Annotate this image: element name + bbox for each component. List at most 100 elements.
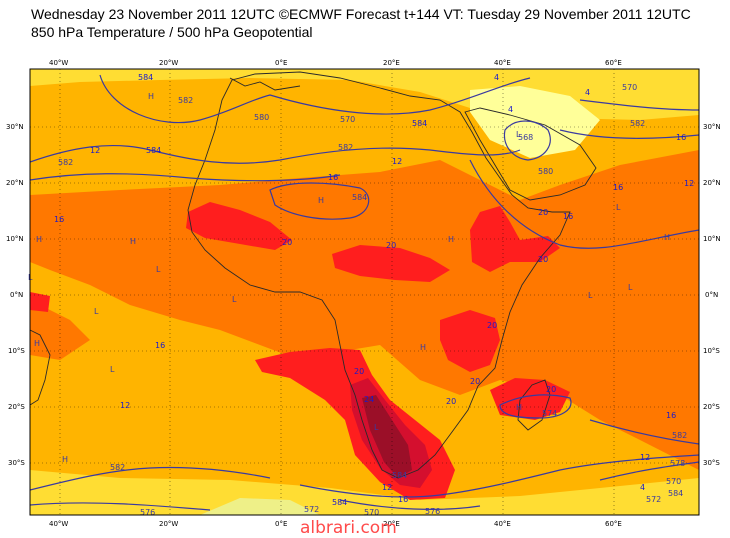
high-center: H — [318, 196, 324, 205]
contour-576-south — [30, 502, 211, 511]
contour-high-madagascar — [499, 394, 572, 419]
lon-label-top-20e: 20°E — [383, 59, 400, 67]
contour-high-sahara — [269, 182, 370, 220]
temp-label: 16 — [155, 341, 165, 350]
lat-label-right-0n: 0°N — [705, 291, 718, 299]
high-center: H — [130, 237, 136, 246]
temp-label: 12 — [120, 401, 130, 410]
temp-label: 20 — [546, 385, 556, 394]
temp-label: 12 — [382, 483, 392, 492]
geo-label: 572 — [646, 495, 661, 504]
temp-label: 20 — [470, 377, 480, 386]
lat-label-left-30s: 30°S — [8, 459, 25, 467]
madagascar-coastline — [517, 379, 551, 431]
geo-label: 582 — [338, 143, 353, 152]
lat-label-left-10s: 10°S — [8, 347, 25, 355]
low-center: L — [628, 283, 633, 292]
low-center: L — [516, 130, 521, 139]
temp-label: 4 — [585, 88, 590, 97]
geo-label: 580 — [254, 113, 269, 122]
map-frame — [29, 68, 700, 516]
temp-label: 4 — [508, 105, 513, 114]
temp-label: 16 — [328, 173, 338, 182]
geo-label: 570 — [622, 83, 637, 92]
temp-band-28-core — [362, 395, 412, 478]
lon-label-top-40e: 40°E — [494, 59, 511, 67]
map-subtitle: 850 hPa Temperature / 500 hPa Geopotenti… — [31, 24, 313, 40]
geo-label: 582 — [58, 158, 73, 167]
temp-label: 20 — [282, 238, 292, 247]
geo-label: 572 — [304, 505, 319, 514]
low-center: L — [110, 365, 115, 374]
temp-label: 20 — [354, 367, 364, 376]
geo-label: 582 — [672, 431, 687, 440]
temp-band-20-coast — [30, 292, 50, 312]
low-center: L — [588, 291, 593, 300]
temp-band-20-sahel-central — [332, 245, 450, 282]
geopotential-contours — [30, 74, 699, 511]
lat-label-right-10s: 10°S — [703, 347, 720, 355]
pressure-centers: H H H H H H H H H H L L L L L L L L L L — [28, 92, 670, 464]
contour-576-central — [299, 454, 699, 498]
geo-label: 574 — [542, 409, 557, 418]
lon-label-top-0e: 0°E — [275, 59, 287, 67]
temp-label: 20 — [446, 397, 456, 406]
contour-570-east — [579, 99, 699, 111]
map-title: Wednesday 23 November 2011 12UTC ©ECMWF … — [31, 6, 691, 22]
temp-label: 20 — [538, 208, 548, 217]
geo-label: 570 — [340, 115, 355, 124]
geo-label: 578 — [670, 459, 685, 468]
lat-label-left-0n: 0°N — [10, 291, 23, 299]
temp-band-20-sahel-west — [186, 202, 292, 250]
temp-label: 16 — [563, 212, 573, 221]
contour-582-south — [30, 466, 271, 491]
lat-label-right-30n: 30°N — [703, 123, 721, 131]
temp-label: 16 — [613, 183, 623, 192]
coastlines — [30, 71, 597, 479]
contour-584 — [30, 173, 341, 182]
low-center: L — [156, 265, 161, 274]
temp-label: 12 — [684, 179, 694, 188]
lon-label-top-60e: 60°E — [605, 59, 622, 67]
south-america-coastline — [30, 329, 51, 406]
contour-labels: 584 582 580 570 584 12 584 582 582 12 16… — [54, 73, 694, 517]
temp-label: 16 — [676, 133, 686, 142]
temp-label: 12 — [392, 157, 402, 166]
temp-label: 20 — [538, 255, 548, 264]
low-center: L — [232, 295, 237, 304]
lon-label-bottom-0e: 0°E — [275, 520, 287, 528]
contour-570-southeast — [599, 461, 699, 481]
geo-label: 570 — [364, 508, 379, 517]
lat-label-right-10n: 10°N — [703, 235, 721, 243]
temp-band-20-east — [440, 310, 500, 372]
axis-labels: 40°W 20°W 0°E 20°E 40°E 60°E 40°W 20°W 0… — [6, 59, 721, 528]
geo-label: 582 — [178, 96, 193, 105]
lat-label-right-30s: 30°S — [703, 459, 720, 467]
temp-label: 24 — [364, 395, 374, 404]
contour-582-southeast — [589, 419, 699, 445]
geo-label: 580 — [538, 167, 553, 176]
lat-label-right-20n: 20°N — [703, 179, 721, 187]
high-center: H — [36, 235, 42, 244]
low-center: L — [374, 423, 379, 432]
contour-570-south — [339, 499, 481, 510]
temp-label: 4 — [640, 483, 645, 492]
temp-label: 12 — [90, 146, 100, 155]
contour-576-north — [99, 74, 531, 124]
geo-label: 584 — [352, 193, 367, 202]
temp-label: 20 — [386, 241, 396, 250]
contour-east-africa — [469, 159, 699, 249]
lat-label-right-20s: 20°S — [703, 403, 720, 411]
geo-label: 568 — [518, 133, 533, 142]
contour-582-north — [30, 144, 521, 164]
temp-band-8-south — [30, 470, 699, 515]
geo-label: 582 — [630, 119, 645, 128]
lon-label-top-20w: 20°W — [159, 59, 178, 67]
high-center: H — [516, 403, 522, 412]
lon-label-top-40w: 40°W — [49, 59, 68, 67]
lat-label-left-20n: 20°N — [6, 179, 24, 187]
africa-coastline — [187, 71, 571, 479]
high-center: H — [664, 233, 670, 242]
lon-label-bottom-40w: 40°W — [49, 520, 68, 528]
